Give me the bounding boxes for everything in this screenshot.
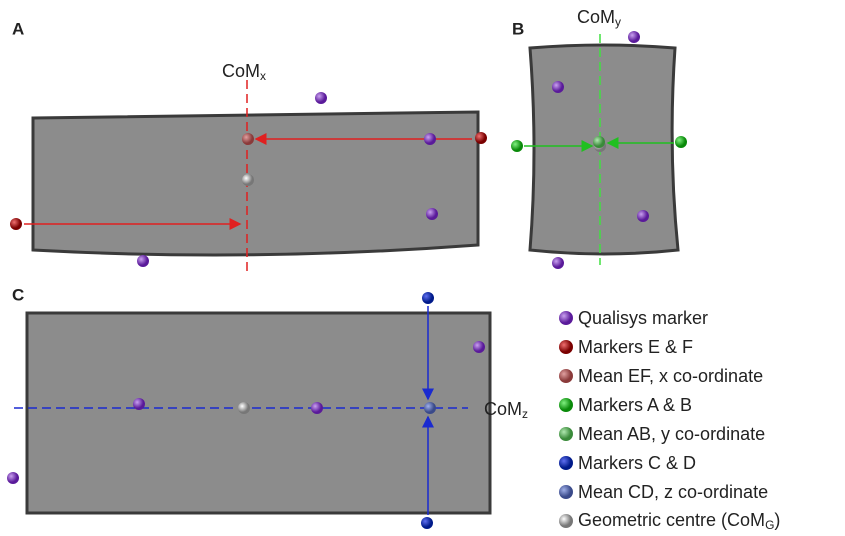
text-part: )	[774, 510, 780, 530]
legend-text: Mean EF, x co-ordinate	[578, 366, 763, 386]
panel-label: A	[12, 19, 24, 38]
text-part: x	[260, 69, 266, 83]
legend-text: Geometric centre (CoMG)	[578, 510, 780, 532]
text-part: CoM	[577, 7, 615, 27]
text-part: z	[522, 407, 528, 421]
block-c	[27, 313, 490, 513]
axis-label: CoMx	[222, 61, 266, 83]
text-part: CoM	[222, 61, 260, 81]
panel-label: B	[512, 19, 524, 38]
legend-text: Qualisys marker	[578, 308, 708, 328]
text-part: y	[615, 15, 621, 29]
legend: Qualisys marker Markers E & F Mean EF, x…	[559, 308, 780, 532]
legend-text: Markers C & D	[578, 453, 696, 473]
axis-label: CoMy	[577, 7, 621, 29]
legend-text: Mean AB, y co-ordinate	[578, 424, 765, 444]
axis-label: CoMz	[484, 399, 528, 421]
block-a	[33, 112, 478, 255]
text-part: Geometric centre (CoM	[578, 510, 765, 530]
legend-text: Mean CD, z co-ordinate	[578, 482, 768, 502]
legend-text: Markers A & B	[578, 395, 692, 415]
figure: A CoMx B CoMy C CoMz Qualisys marker Mar…	[0, 0, 845, 536]
panel-label: C	[12, 285, 24, 304]
text-part: G	[765, 518, 774, 532]
text-part: CoM	[484, 399, 522, 419]
legend-text: Markers E & F	[578, 337, 693, 357]
